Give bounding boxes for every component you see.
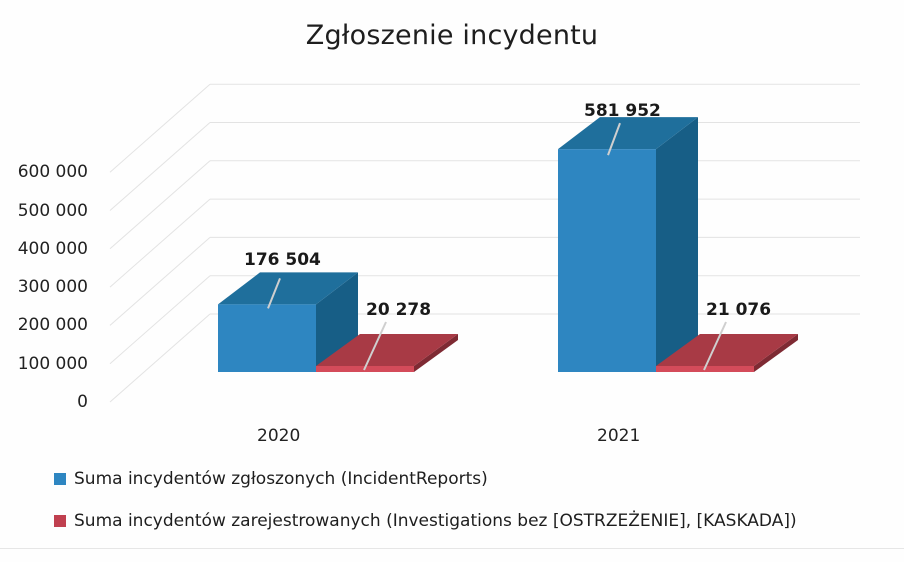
y-tick-label: 400 000 <box>17 238 88 259</box>
data-label-registered: 21 076 <box>706 300 772 320</box>
gridline-side <box>109 122 211 211</box>
gridline-side <box>109 313 211 403</box>
bar-top-reported <box>218 272 358 305</box>
bar-front-reported <box>218 304 316 372</box>
leader-line <box>363 321 387 371</box>
bar-front-reported <box>558 149 656 372</box>
bar-top-registered <box>656 334 798 366</box>
legend-label-registered: Suma incydentów zarejestrowanych (Invest… <box>74 511 797 531</box>
y-tick-label: 600 000 <box>17 162 88 183</box>
y-tick-label: 500 000 <box>17 200 88 221</box>
y-tick-label: 200 000 <box>17 315 88 336</box>
legend-swatch-red <box>54 515 66 527</box>
leader-line <box>267 278 281 309</box>
leader-line <box>607 122 621 156</box>
data-label-reported: 581 952 <box>584 101 661 122</box>
gridline-side <box>109 160 211 250</box>
y-tick-label: 100 000 <box>17 353 88 374</box>
leader-line <box>703 321 727 371</box>
bar-top-registered <box>316 334 458 366</box>
legend-label-reported: Suma incydentów zgłoszonych (IncidentRep… <box>74 469 488 489</box>
y-tick-label: 300 000 <box>17 277 88 298</box>
legend-item-registered: Suma incydentów zarejestrowanych (Invest… <box>54 510 797 532</box>
legend: Suma incydentów zgłoszonych (IncidentRep… <box>54 468 797 552</box>
bar-side-reported <box>656 117 698 372</box>
gridline-side <box>109 237 211 326</box>
gridline-side <box>109 275 211 365</box>
data-label-reported: 176 504 <box>244 250 321 271</box>
bar-side-registered <box>754 334 798 372</box>
data-label-registered: 20 278 <box>366 300 432 320</box>
chart-title: Zgłoszenie incydentu <box>305 20 599 51</box>
y-tick-label: 0 <box>77 392 88 412</box>
bottom-divider <box>0 548 904 549</box>
bar-side-registered <box>414 334 458 372</box>
gridline-side <box>109 83 211 173</box>
x-tick-label: 2020 <box>257 426 301 446</box>
bar-top-reported <box>558 117 698 150</box>
gridline-side <box>109 198 211 288</box>
legend-item-reported: Suma incydentów zgłoszonych (IncidentRep… <box>54 468 797 490</box>
x-tick-label: 2021 <box>597 426 641 446</box>
legend-swatch-blue <box>54 473 66 485</box>
